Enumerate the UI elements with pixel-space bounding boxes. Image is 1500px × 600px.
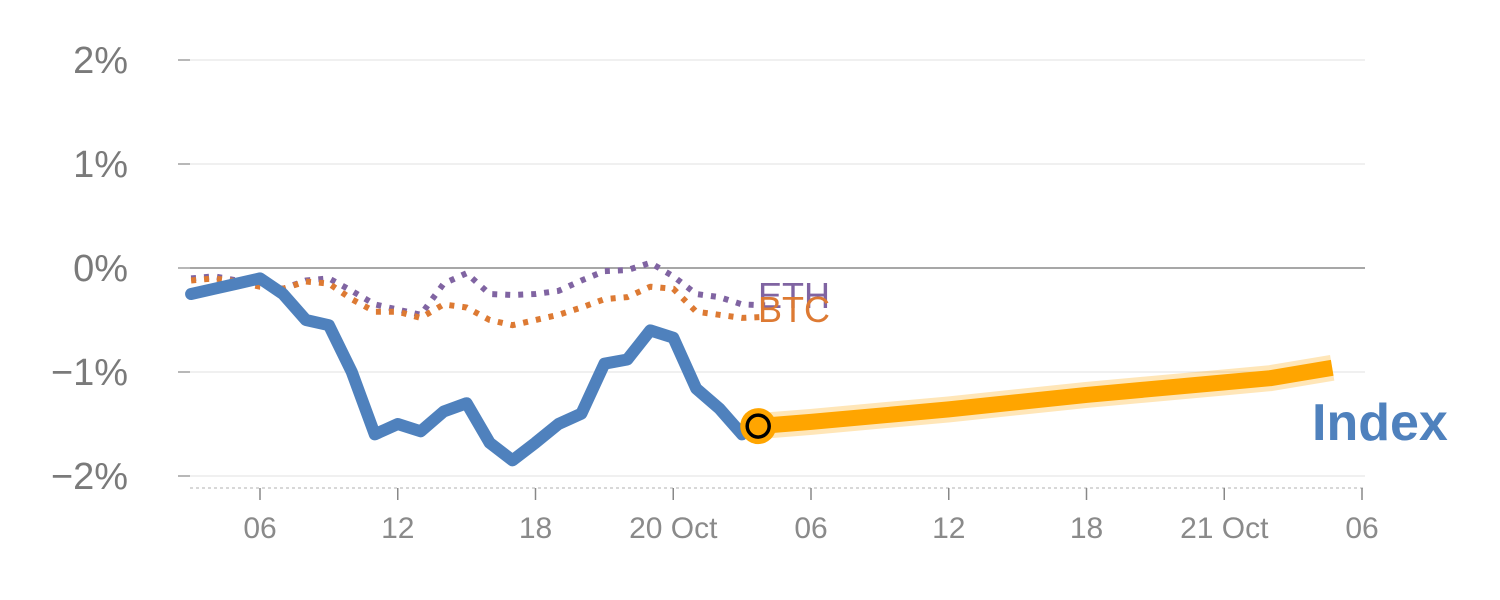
x-axis: 06 12 18 20 Oct 06 12 18 21 Oct 06: [190, 487, 1379, 545]
x-tick-label: 12: [381, 512, 414, 545]
x-tick-label: 20 Oct: [629, 512, 718, 545]
series-layer: [185, 259, 1335, 467]
y-tick-label: 1%: [73, 144, 128, 186]
series-labels: ETH BTC Index: [758, 275, 1448, 452]
series-line-index: [185, 272, 749, 467]
forecast-start-marker: [745, 413, 771, 439]
series-line-btc: [190, 275, 766, 329]
grid-layer: [190, 59, 1365, 477]
series-label-btc: BTC: [758, 289, 830, 330]
x-tick-label: 06: [243, 512, 276, 545]
series-label-index: Index: [1312, 394, 1448, 452]
y-tick-label: 0%: [73, 248, 128, 290]
x-tick-label: 18: [519, 512, 552, 545]
y-tick-label: 2%: [73, 40, 128, 82]
x-tick-label: 12: [932, 512, 965, 545]
x-tick-label: 21 Oct: [1180, 512, 1269, 545]
x-tick-label: 06: [1345, 512, 1378, 545]
x-tick-label: 06: [794, 512, 827, 545]
y-tick-label: −1%: [51, 352, 128, 394]
y-axis: 2% 1% 0% −1% −2%: [51, 40, 190, 498]
y-tick-label: −2%: [51, 456, 128, 498]
series-label-eth: ETH: [758, 275, 830, 316]
forecast-line: [757, 359, 1334, 435]
series-line-eth: [190, 259, 766, 318]
x-tick-label: 18: [1070, 512, 1103, 545]
